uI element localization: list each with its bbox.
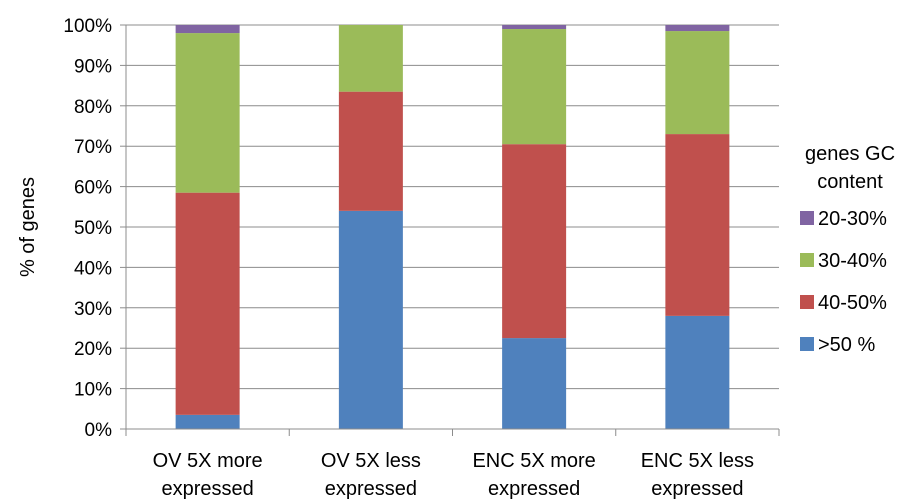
bar-segment-40-50: [338, 91, 403, 211]
y-tick-label: 30%: [74, 299, 112, 320]
bar-segment-20-30: [175, 25, 240, 34]
legend-label: >50 %: [818, 334, 875, 356]
bar-segment-20-30: [502, 25, 567, 30]
legend: genes GC content 20-30% 30-40% 40-50% >50 %: [800, 143, 895, 356]
legend-swatch: [800, 295, 814, 309]
y-tick-label: 70%: [74, 137, 112, 158]
bar-segment-50: [502, 338, 567, 429]
bar-segment-30-40: [175, 33, 240, 193]
legend-swatch: [800, 337, 814, 351]
y-tick-label: 90%: [74, 56, 112, 77]
y-axis-title: % of genes: [17, 177, 39, 277]
x-category-label: OV 5X more: [153, 450, 263, 472]
legend-label: 40-50%: [818, 292, 887, 314]
y-tick-label: 20%: [74, 339, 112, 360]
y-tick-label: 50%: [74, 218, 112, 239]
legend-label: 30-40%: [818, 250, 887, 272]
x-category-label: expressed: [325, 478, 417, 500]
bar-segment-50: [175, 414, 240, 429]
bar-segment-30-40: [338, 25, 403, 92]
bar-segment-30-40: [665, 31, 730, 135]
y-tick-label: 10%: [74, 380, 112, 401]
x-category-label: expressed: [488, 478, 580, 500]
y-tick-label: 0%: [85, 420, 113, 441]
legend-title: genes GC: [805, 143, 895, 165]
x-category-label: ENC 5X more: [472, 450, 595, 472]
bar-segment-50: [665, 315, 730, 429]
bar-segment-30-40: [502, 29, 567, 145]
bars: [175, 25, 730, 429]
y-tick-labels: 0% 10% 20% 30% 40% 50% 60% 70% 80% 90% 100%: [63, 16, 112, 441]
y-tick-label: 80%: [74, 97, 112, 118]
bar-segment-40-50: [502, 144, 567, 339]
x-category-label: expressed: [651, 478, 743, 500]
legend-title: content: [817, 171, 883, 193]
y-tick-label: 60%: [74, 178, 112, 199]
legend-swatch: [800, 253, 814, 267]
x-category-labels: OV 5X more expressed OV 5X less expressed EN…: [153, 450, 754, 500]
y-tick-label: 40%: [74, 258, 112, 279]
legend-label: 20-30%: [818, 208, 887, 230]
bar-segment-20-30: [665, 25, 730, 32]
y-tick-label: 100%: [63, 16, 112, 37]
x-category-label: ENC 5X less: [641, 450, 754, 472]
bar-segment-40-50: [175, 192, 240, 415]
x-category-label: expressed: [161, 478, 253, 500]
legend-swatch: [800, 211, 814, 225]
bar-segment-50: [338, 210, 403, 429]
bar-segment-40-50: [665, 134, 730, 316]
x-category-label: OV 5X less: [321, 450, 421, 472]
axes: [125, 25, 780, 436]
